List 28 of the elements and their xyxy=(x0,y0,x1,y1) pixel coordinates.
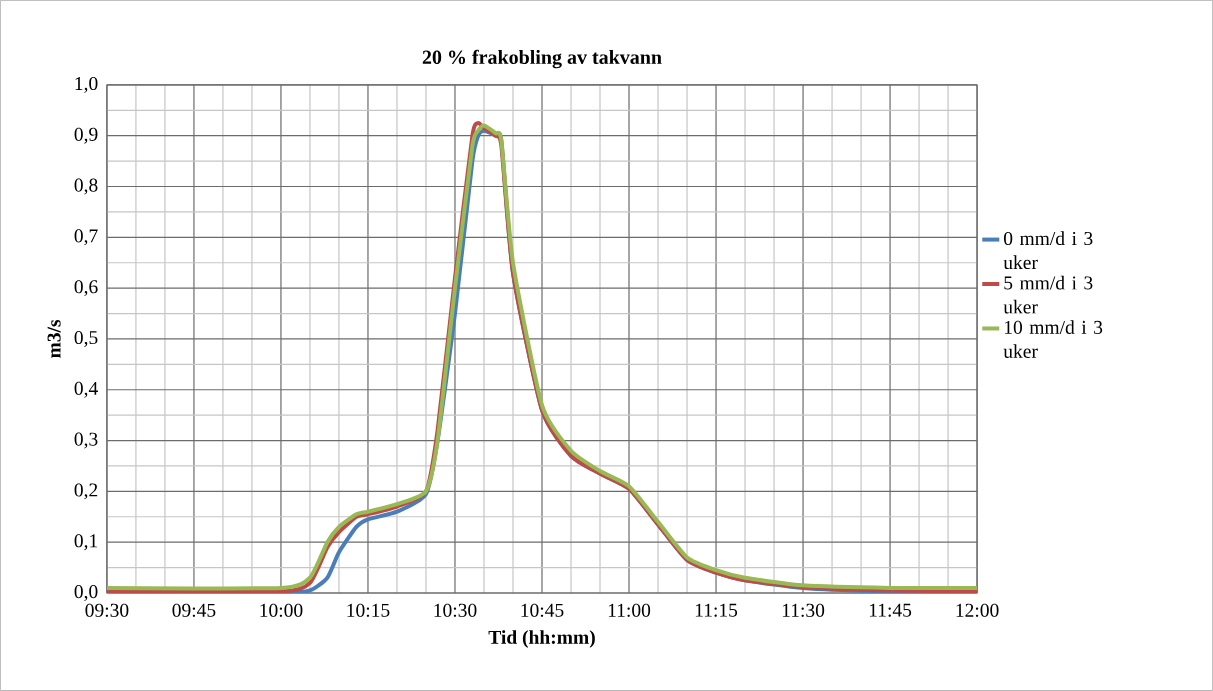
x-tick-label: 10:45 xyxy=(521,603,564,617)
x-tick-label: 10:15 xyxy=(347,603,390,617)
y-tick-label: 0,4 xyxy=(74,381,98,398)
y-tick-label: 0,7 xyxy=(74,229,98,246)
legend-label: 5 mm/d i 3 uker xyxy=(1003,275,1093,314)
y-tick-label: 0,8 xyxy=(74,178,98,195)
y-tick-label: 0,9 xyxy=(74,127,98,144)
legend-label: 0 mm/d i 3 uker xyxy=(1003,231,1093,270)
x-tick-label: 10:30 xyxy=(434,603,477,617)
y-axis-title: m3/s xyxy=(47,319,61,358)
x-axis-title: Tid (hh:mm) xyxy=(488,630,595,648)
x-tick-label: 10:00 xyxy=(260,603,303,617)
chart-title: 20 % frakobling av takvann xyxy=(422,49,662,69)
x-tick-label: 12:00 xyxy=(956,603,999,617)
y-tick-label: 0,1 xyxy=(74,534,98,551)
x-tick-label: 11:30 xyxy=(782,603,825,617)
y-tick-label: 1,0 xyxy=(75,76,98,93)
y-tick-label: 0,3 xyxy=(74,432,98,449)
y-tick-label: 0,2 xyxy=(74,483,98,500)
x-tick-label: 11:00 xyxy=(608,603,651,617)
y-tick-label: 0,6 xyxy=(74,280,98,297)
legend-label: 10 mm/d i 3 uker xyxy=(1003,320,1103,359)
x-tick-label: 11:15 xyxy=(695,603,738,617)
y-tick-label: 0,5 xyxy=(74,331,98,347)
x-tick-label: 11:45 xyxy=(869,603,912,617)
x-tick-label: 09:30 xyxy=(85,603,129,617)
y-tick-label: 0,0 xyxy=(74,585,98,602)
x-tick-label: 09:45 xyxy=(172,603,216,617)
